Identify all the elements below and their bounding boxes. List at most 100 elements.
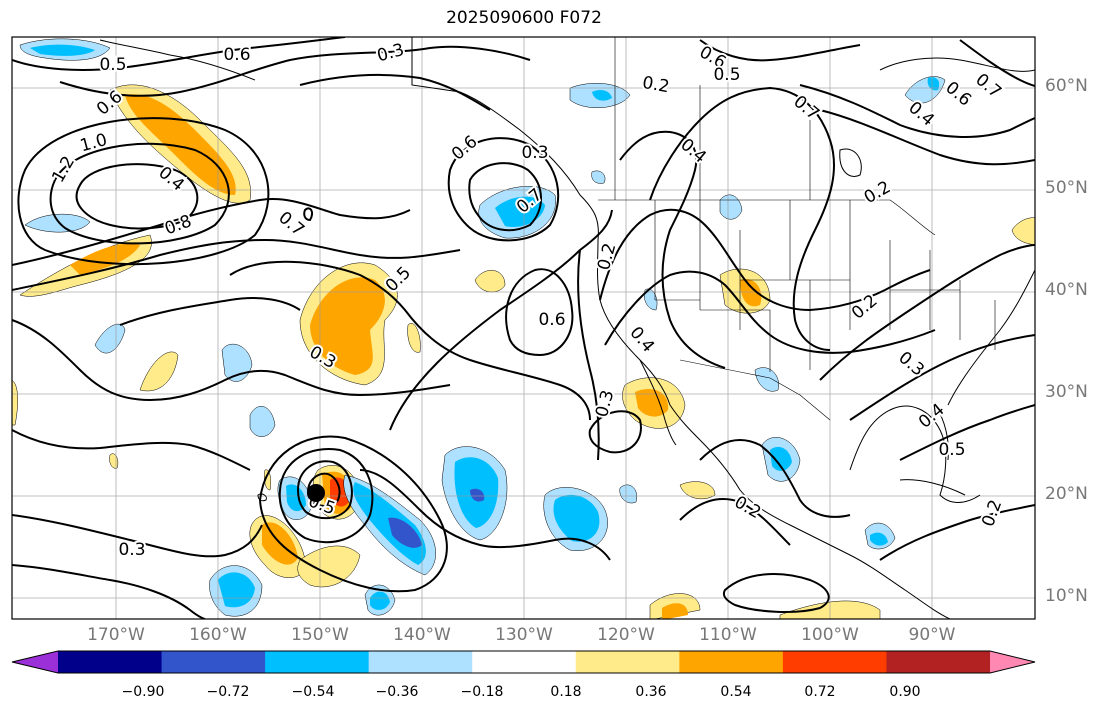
contour-top-2 bbox=[59, 45, 531, 97]
florida bbox=[934, 404, 949, 461]
shade-w-orange bbox=[70, 243, 140, 275]
contour-storm-3 bbox=[278, 448, 374, 544]
contour-lines bbox=[12, 37, 1035, 619]
shade-nw-orange-core bbox=[125, 94, 236, 195]
colorbar-tick-9: 0.90 bbox=[889, 684, 921, 700]
colorbar-extend-low bbox=[12, 651, 58, 673]
alaska-west bbox=[99, 39, 256, 81]
contour-us-trough-2 bbox=[604, 270, 936, 354]
contour-label: 0.3 bbox=[521, 143, 548, 163]
contour-label: 0.3 bbox=[118, 540, 145, 560]
colorbar-tick-4: −0.18 bbox=[460, 684, 504, 700]
lon-label-110w: 110°W bbox=[699, 625, 757, 645]
lat-label-50n: 50°N bbox=[1045, 178, 1088, 198]
contour-storm-2 bbox=[296, 460, 353, 520]
contour-label: 0.6 bbox=[941, 78, 975, 111]
contour-east-band bbox=[359, 469, 611, 561]
shade-small-2 bbox=[474, 270, 506, 293]
lon-label-130w: 130°W bbox=[495, 625, 553, 645]
contour-ne-4 bbox=[959, 39, 1035, 87]
shade-small-b2 bbox=[619, 484, 638, 504]
contour-label: 0.3 bbox=[592, 388, 618, 419]
colorbar-tick-1: −0.72 bbox=[206, 684, 250, 700]
contour-mid-3 bbox=[12, 319, 451, 402]
lat-label-30n: 30°N bbox=[1045, 382, 1088, 402]
contour-label: 0.2 bbox=[978, 497, 1006, 529]
colorbar bbox=[11, 650, 1036, 674]
coastlines bbox=[99, 37, 1035, 619]
contour-mid-4 bbox=[12, 429, 251, 471]
colorbar-segment bbox=[161, 651, 266, 673]
shade-storm-south bbox=[297, 545, 361, 588]
contour-label: 1.0 bbox=[78, 130, 109, 156]
storm-center-marker bbox=[307, 484, 325, 502]
contour-sw-small bbox=[588, 410, 642, 454]
lon-label-160w: 160°W bbox=[189, 625, 247, 645]
contour-ne-2 bbox=[819, 109, 1035, 166]
shade-mx-1 bbox=[679, 481, 716, 500]
contour-label: 0.2 bbox=[641, 73, 671, 97]
colorbar-outline bbox=[11, 650, 1036, 674]
colorbar-segment bbox=[58, 651, 163, 673]
shade-tc-core bbox=[470, 488, 485, 502]
contour-ak-lobe bbox=[447, 137, 560, 242]
lat-label-40n: 40°N bbox=[1045, 280, 1088, 300]
contour-storm-4 bbox=[258, 435, 448, 593]
shade-us-blue-2 bbox=[754, 367, 779, 392]
contour-label: 0.5 bbox=[99, 55, 126, 75]
contour-label: 0.4 bbox=[915, 400, 949, 433]
canada-provinces bbox=[614, 37, 811, 200]
contour-long-1 bbox=[12, 198, 411, 266]
colorbar-extend-high bbox=[990, 651, 1035, 673]
canada-hudson bbox=[839, 148, 862, 177]
contour-label: 0.4 bbox=[625, 323, 658, 357]
shade-s-blue-2c bbox=[370, 591, 390, 610]
map-content: 0.5 0.6 0.3 0.60.5 0.70.60.70.61.01.2 0.40.8 0… bbox=[12, 37, 1035, 619]
colorbar-segment bbox=[886, 651, 991, 673]
contour-storm-1 bbox=[306, 472, 341, 507]
contour-label: 0.7 bbox=[274, 208, 308, 241]
contour-us-trough-1 bbox=[599, 208, 931, 312]
lat-label-60n: 60°N bbox=[1045, 76, 1088, 96]
lon-label-120w: 120°W bbox=[597, 625, 655, 645]
contour-label: 0.5 bbox=[713, 65, 740, 85]
state-lines bbox=[654, 200, 996, 372]
contour-sb bbox=[722, 573, 830, 613]
contour-label: 0.3 bbox=[894, 348, 928, 381]
contour-east-3 bbox=[899, 404, 1035, 461]
colorbar-segment bbox=[679, 651, 784, 673]
map-frame bbox=[11, 36, 1036, 620]
contour-ak-lobe-2 bbox=[468, 162, 542, 232]
contour-nw-ring-3 bbox=[17, 117, 270, 266]
baja bbox=[639, 359, 677, 446]
contour-long-2 bbox=[12, 238, 461, 291]
contour-mid-2 bbox=[119, 297, 301, 326]
colorbar-tick-2: −0.54 bbox=[291, 684, 335, 700]
shade-car-cyan bbox=[870, 532, 888, 546]
contour-label: 0.4 bbox=[676, 135, 710, 168]
colorbar-segment bbox=[368, 651, 473, 673]
contour-nw-ring-2 bbox=[49, 142, 230, 245]
shade-left-edge bbox=[12, 380, 18, 426]
contour-label: 0.6 bbox=[223, 45, 250, 65]
shade-storm-royal bbox=[388, 517, 422, 548]
contour-top-3 bbox=[299, 73, 491, 111]
contour-south-1 bbox=[12, 514, 263, 558]
lon-label-140w: 140°W bbox=[393, 625, 451, 645]
shade-c-blue-2 bbox=[249, 406, 276, 437]
lon-label-150w: 150°W bbox=[291, 625, 349, 645]
shade-small-1 bbox=[139, 351, 179, 392]
shade-mx-cyan bbox=[770, 446, 792, 471]
contour-label: 0.3 bbox=[375, 40, 406, 66]
lat-label-10n: 10°N bbox=[1045, 586, 1088, 606]
contour-label: 0.2 bbox=[731, 492, 764, 523]
shade-hudson bbox=[904, 76, 946, 104]
contour-mid-1 bbox=[229, 260, 591, 421]
negative-shading bbox=[19, 38, 946, 617]
contour-ne-1 bbox=[799, 84, 1035, 138]
contour-label: 0.6 bbox=[538, 310, 565, 330]
shade-us-west-o bbox=[740, 279, 762, 307]
contour-c-big bbox=[389, 209, 613, 431]
gulf-mexico bbox=[849, 405, 981, 503]
